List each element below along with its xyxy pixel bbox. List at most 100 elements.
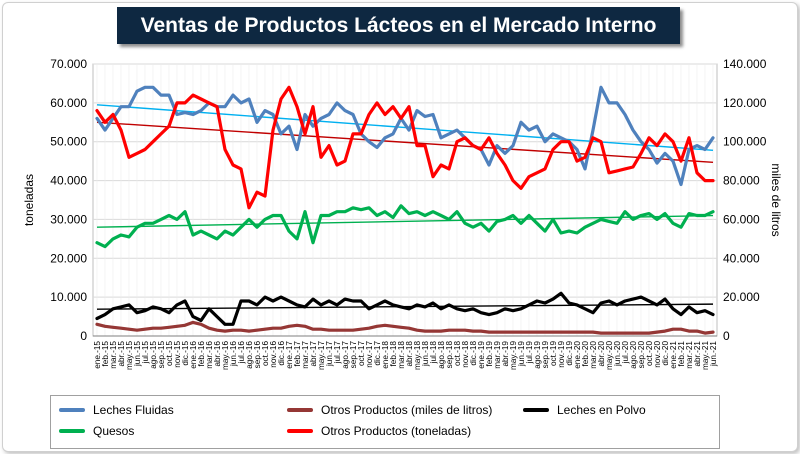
x-tick-label: sep.-19 bbox=[541, 341, 550, 369]
x-tick-label: mar.-21 bbox=[685, 341, 694, 369]
x-tick-label: ene.-21 bbox=[669, 341, 678, 369]
x-tick-label: oct.-18 bbox=[453, 341, 462, 366]
legend-label: Otros Productos (toneladas) bbox=[321, 424, 472, 438]
x-tick-label: feb.-20 bbox=[581, 341, 590, 367]
x-tick-label: feb.-16 bbox=[197, 341, 206, 367]
y-tick-label-left: 20.000 bbox=[50, 251, 87, 265]
x-tick-label: mar.-19 bbox=[493, 341, 502, 369]
x-tick-label: abr.-18 bbox=[405, 341, 414, 367]
y-tick-label-right: 0 bbox=[723, 329, 730, 343]
x-tick-label: abr.-21 bbox=[693, 341, 702, 367]
x-tick-label: may.-17 bbox=[317, 341, 326, 370]
chart-legend: Leches Fluidas Otros Productos (miles de… bbox=[50, 395, 720, 449]
x-tick-label: ago.-17 bbox=[341, 341, 350, 369]
legend-label: Leches en Polvo bbox=[557, 403, 646, 417]
x-tick-label: oct.-19 bbox=[549, 341, 558, 366]
y-tick-label-right: 80.000 bbox=[723, 174, 760, 188]
x-tick-label: oct.-16 bbox=[261, 341, 270, 366]
x-tick-label: feb.-15 bbox=[101, 341, 110, 367]
x-tick-label: ago.-18 bbox=[437, 341, 446, 369]
y-tick-label-left: 60.000 bbox=[50, 96, 87, 110]
x-tick-label: mar.-15 bbox=[109, 341, 118, 369]
x-tick-label: ago.-15 bbox=[149, 341, 158, 369]
y-tick-label-right: 140.000 bbox=[723, 57, 767, 71]
x-tick-label: sep.-20 bbox=[637, 341, 646, 369]
x-tick-label: feb.-18 bbox=[389, 341, 398, 367]
x-tick-label: may.-19 bbox=[509, 341, 518, 370]
legend-label: Otros Productos (miles de litros) bbox=[321, 403, 493, 417]
x-tick-label: jul.-17 bbox=[333, 341, 342, 365]
x-tick-label: ene.-20 bbox=[573, 341, 582, 369]
x-tick-label: sep.-18 bbox=[445, 341, 454, 369]
x-tick-label: mar.-16 bbox=[205, 341, 214, 369]
x-tick-label: oct.-15 bbox=[165, 341, 174, 366]
x-tick-label: dic.-20 bbox=[661, 341, 670, 366]
x-tick-label: nov.-15 bbox=[173, 341, 182, 368]
x-tick-label: dic.-18 bbox=[469, 341, 478, 366]
x-tick-label: nov.-20 bbox=[653, 341, 662, 368]
y-tick-label-right: 20.000 bbox=[723, 290, 760, 304]
y-tick-label-right: 100.000 bbox=[723, 135, 767, 149]
x-tick-label: may.-18 bbox=[413, 341, 422, 370]
x-tick-label: jul.-15 bbox=[141, 341, 150, 365]
y-tick-label-left: 0 bbox=[80, 329, 87, 343]
x-tick-label: jun.-21 bbox=[709, 341, 718, 367]
x-tick-label: jun.-17 bbox=[325, 341, 334, 367]
x-tick-label: abr.-19 bbox=[501, 341, 510, 367]
y-tick-label-right: 40.000 bbox=[723, 251, 760, 265]
x-tick-label: abr.-17 bbox=[309, 341, 318, 367]
x-tick-label: oct.-20 bbox=[645, 341, 654, 366]
y-tick-label-right: 60.000 bbox=[723, 212, 760, 226]
x-tick-label: feb.-19 bbox=[485, 341, 494, 367]
x-tick-label: ene.-19 bbox=[477, 341, 486, 369]
legend-swatch bbox=[523, 408, 549, 412]
x-tick-label: nov.-19 bbox=[557, 341, 566, 368]
series-line bbox=[95, 85, 715, 187]
x-tick-label: sep.-16 bbox=[253, 341, 262, 369]
x-tick-label: ago.-16 bbox=[245, 341, 254, 369]
series-line bbox=[95, 291, 715, 326]
legend-swatch bbox=[287, 429, 313, 433]
x-tick-label: ene.-15 bbox=[93, 341, 102, 369]
x-tick-label: jul.-19 bbox=[525, 341, 534, 365]
legend-item: Otros Productos (toneladas) bbox=[287, 424, 471, 438]
x-tick-label: jun.-20 bbox=[613, 341, 622, 367]
x-tick-label: dic.-16 bbox=[277, 341, 286, 366]
x-tick-label: jun.-15 bbox=[133, 341, 142, 367]
plot-area bbox=[92, 63, 718, 337]
x-tick-label: jul.-16 bbox=[237, 341, 246, 365]
legend-swatch bbox=[287, 408, 313, 412]
x-tick-label: jun.-18 bbox=[421, 341, 430, 367]
x-tick-label: ene.-16 bbox=[189, 341, 198, 369]
legend-item: Quesos bbox=[59, 424, 134, 438]
x-tick-label: oct.-17 bbox=[357, 341, 366, 366]
legend-item: Leches Fluidas bbox=[59, 403, 174, 417]
series-line bbox=[95, 85, 715, 210]
x-tick-label: may.-21 bbox=[701, 341, 710, 370]
x-tick-label: nov.-17 bbox=[365, 341, 374, 368]
x-tick-label: abr.-16 bbox=[213, 341, 222, 367]
trendline bbox=[96, 121, 714, 164]
x-tick-label: ene.-18 bbox=[381, 341, 390, 369]
x-tick-label: abr.-15 bbox=[117, 341, 126, 367]
legend-swatch bbox=[59, 429, 85, 433]
x-tick-label: dic.-17 bbox=[373, 341, 382, 366]
x-tick-label: nov.-18 bbox=[461, 341, 470, 368]
y-tick-label-left: 10.000 bbox=[50, 290, 87, 304]
x-tick-label: ago.-19 bbox=[533, 341, 542, 369]
legend-label: Quesos bbox=[93, 424, 135, 438]
x-tick-label: jun.-16 bbox=[229, 341, 238, 367]
legend-label: Leches Fluidas bbox=[93, 403, 174, 417]
series-line bbox=[95, 204, 715, 249]
x-tick-label: ene.-17 bbox=[285, 341, 294, 369]
chart-title: Ventas de Productos Lácteos en el Mercad… bbox=[117, 7, 680, 44]
x-tick-label: may.-20 bbox=[605, 341, 614, 370]
x-tick-label: mar.-17 bbox=[301, 341, 310, 369]
x-tick-label: sep.-15 bbox=[157, 341, 166, 369]
x-tick-label: may.-15 bbox=[125, 341, 134, 370]
x-tick-label: ago.-20 bbox=[629, 341, 638, 369]
x-tick-label: feb.-17 bbox=[293, 341, 302, 367]
x-tick-label: dic.-15 bbox=[181, 341, 190, 366]
y-axis-left-title: toneladas bbox=[22, 173, 36, 227]
